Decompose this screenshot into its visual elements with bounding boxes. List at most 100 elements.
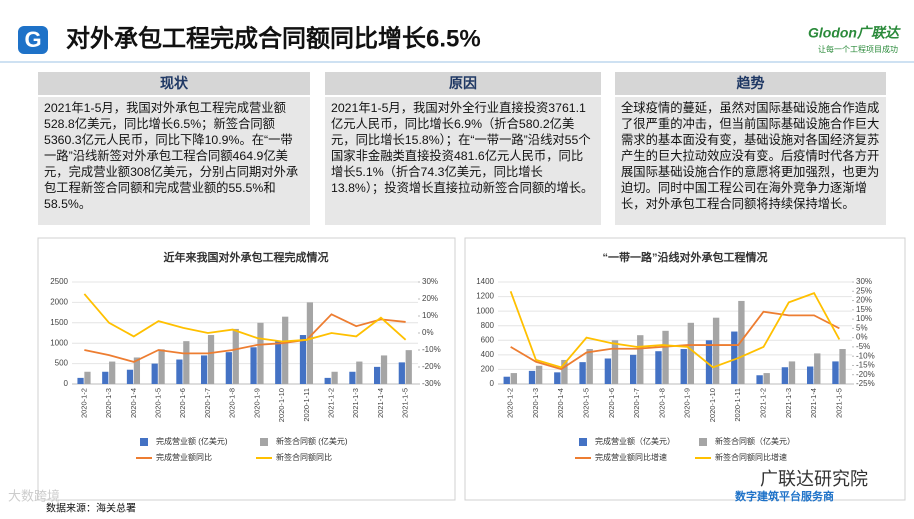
x-tick-label: 2021-1-3 [784,388,793,418]
y2-tick-label: 10% [856,314,872,323]
y2-tick-label: 5% [856,323,868,332]
x-tick-label: 2020-1-3 [531,388,540,418]
x-tick-label: 2020-1-11 [733,388,742,422]
line [84,313,406,363]
bar [528,370,536,384]
bar [201,355,208,384]
y2-tick-label: 0% [422,328,434,337]
legend-label: 完成营业额 (亿美元) [156,436,228,446]
bar [109,361,116,384]
y-tick-label: 1400 [476,277,494,286]
panel-heading: 原因 [325,72,601,95]
y2-tick-label: -20% [422,362,441,371]
chart-title: “一带一路”沿线对外承包工程情况 [603,250,768,264]
legend-label: 完成营业额（亿美元） [595,436,675,446]
legend-swatch [579,438,587,446]
x-tick-label: 2020-1-10 [708,388,717,422]
bar [655,351,662,384]
bar [324,377,331,384]
bar [756,375,763,384]
bar [349,371,356,384]
legend-label: 新签合同额同比增速 [715,452,787,462]
x-tick-label: 2021-1-3 [351,388,360,418]
panel-heading: 现状 [38,72,310,95]
y-tick-label: 1200 [476,292,494,301]
bar [133,357,141,384]
x-tick-label: 2021-1-2 [326,388,335,418]
legend-swatch [140,438,148,446]
panel-text: 2021年1-5月，我国对外承包工程完成营业额528.8亿美元，同比增长6.5%… [38,97,310,225]
bar [380,355,388,384]
y-tick-label: 400 [481,350,495,359]
bar [662,330,669,384]
panel-text: 全球疫情的蔓延，虽然对国际基础设施合作造成了很严重的冲击，但当前国际基础设施合作… [615,97,886,225]
y2-tick-label: -5% [856,342,870,351]
bar [554,372,561,384]
x-tick-label: 2020-1-8 [657,388,666,418]
y2-tick-label: 20% [856,296,872,305]
chart-title: 近年来我国对外承包工程完成情况 [164,250,329,264]
bar [832,361,839,384]
bar [183,341,190,384]
y2-tick-label: 25% [856,286,872,295]
x-tick-label: 2021-1-5 [834,388,843,418]
bar [126,369,134,384]
y2-tick-label: 15% [856,305,872,314]
y2-tick-label: 0% [856,333,868,342]
y2-tick-label: -25% [856,379,875,388]
bar [611,340,619,384]
y-tick-label: 800 [481,321,495,330]
y2-tick-label: -20% [856,370,875,379]
bar [232,328,239,384]
y2-tick-label: -10% [422,345,441,354]
bar [839,349,846,384]
y2-tick-label: -10% [856,351,875,360]
y2-tick-label: 30% [856,277,872,286]
x-tick-label: 2020-1-8 [228,388,237,418]
slogan: 让每一个工程项目成功 [818,44,898,54]
y-tick-label: 1000 [476,306,494,315]
logo-letter: G [24,27,41,52]
y2-tick-label: 20% [422,294,438,303]
x-tick-label: 2021-1-5 [401,388,410,418]
x-tick-label: 2020-1-3 [104,388,113,418]
watermark-name: 广联达研究院 [760,469,868,489]
bar [712,317,720,384]
legend-label: 新签合同额同比 [276,452,332,462]
bar [814,353,821,384]
y2-tick-label: 10% [422,311,438,320]
bar [705,340,713,384]
y-tick-label: 1500 [50,318,68,327]
legend-label: 新签合同额（亿美元） [715,436,795,446]
x-tick-label: 2021-1-2 [758,388,767,418]
slide-title: 对外承包工程完成合同额同比增长6.5% [66,24,481,52]
bar [629,354,637,384]
legend-swatch [699,438,707,446]
bar [788,361,796,384]
y-tick-label: 0 [64,379,69,388]
bar [781,367,789,384]
bar [331,371,338,384]
x-tick-label: 2020-1-7 [203,388,212,418]
y-tick-label: 0 [490,379,495,388]
x-tick-label: 2020-1-9 [683,388,692,418]
y-tick-label: 600 [481,335,495,344]
y-tick-label: 2000 [50,298,68,307]
x-tick-label: 2020-1-6 [178,388,187,418]
line [83,293,407,343]
x-tick-label: 2021-1-4 [809,388,818,418]
bar [374,366,381,384]
x-tick-label: 2020-1-5 [153,388,162,418]
x-tick-label: 2020-1-2 [79,388,88,418]
x-tick-label: 2020-1-4 [129,388,138,418]
bar [158,349,165,384]
x-tick-label: 2020-1-7 [632,388,641,418]
x-tick-label: 2020-1-4 [556,388,565,418]
bar [763,373,770,384]
legend-label: 完成营业额同比 [156,452,212,462]
y2-tick-label: 30% [422,277,438,286]
brand: Glodon广联达 [808,25,901,41]
x-tick-label: 2020-1-10 [277,388,286,422]
